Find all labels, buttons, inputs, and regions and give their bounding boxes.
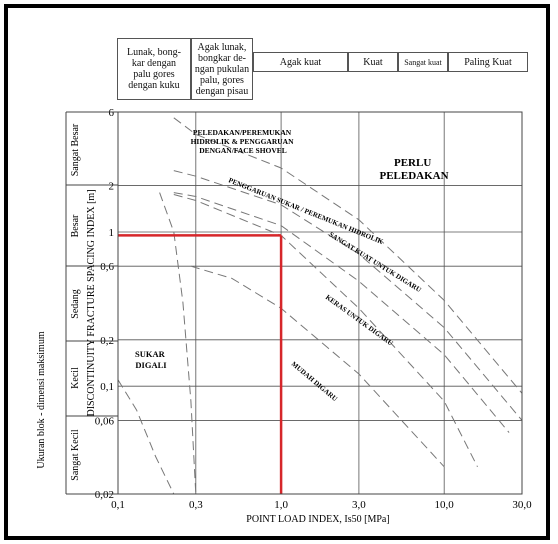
- region-label-hydraulic: PELEDAKAN/PEREMUKAN HIDROLIK & PENGGARUA…: [191, 128, 296, 155]
- x-tick-label: 30,0: [512, 499, 532, 511]
- y-tick-label: 6: [109, 107, 115, 119]
- plot-background: [118, 112, 522, 494]
- x-axis-title: POINT LOAD INDEX, Is50 [MPa]: [246, 514, 389, 525]
- boundary-curve: [173, 170, 523, 421]
- y-tick-label: 0,6: [100, 261, 114, 273]
- boundary-curve: [117, 379, 175, 495]
- size-class-large: Besar: [70, 214, 81, 237]
- header-cell-very-strong: Sangat kuat: [398, 52, 448, 72]
- y-tick-label: 0,02: [95, 489, 114, 501]
- boundary-curves: [117, 117, 523, 495]
- boundary-curve: [173, 117, 523, 394]
- boundary-curve: [173, 194, 478, 468]
- header-cell-soft: Agak lunak, bongkar de- ngan pukulan pal…: [191, 38, 253, 100]
- y-axis-title: DISCONTINUITY FRACTURE SPACING INDEX [m]: [86, 189, 97, 416]
- boundary-curve: [159, 192, 197, 495]
- plot-border: [117, 111, 523, 495]
- x-tick-label: 10,0: [435, 499, 455, 511]
- region-label-blasting: PERLU PELEDAKAN: [379, 157, 448, 182]
- region-label-difficult: SUKAR DIGALI: [135, 349, 167, 370]
- size-class-very-large: Sangat Besar: [70, 123, 81, 176]
- y-tick-label: 0,1: [100, 381, 114, 393]
- size-class-small: Kecil: [70, 367, 81, 389]
- header-cell-extremely-strong: Paling Kuat: [448, 52, 528, 72]
- header-cell-very-soft: Lunak, bong- kar dengan palu gores denga…: [117, 38, 191, 100]
- size-class-medium: Sedang: [70, 289, 81, 318]
- boundary-curve: [173, 192, 510, 433]
- size-class-very-small: Sangat Kecil: [70, 429, 81, 481]
- highlight-lines: [118, 234, 283, 494]
- x-tick-label: 1,0: [274, 499, 288, 511]
- outer-y-axis-title: Ukuran blok - dimensi maksimum: [36, 331, 47, 468]
- y-tick-label: 1: [109, 227, 115, 239]
- header-cell-strong: Kuat: [348, 52, 398, 72]
- header-cell-moderately-strong: Agak kuat: [253, 52, 348, 72]
- y-tick-label: 2: [109, 181, 115, 193]
- x-tick-label: 0,3: [189, 499, 203, 511]
- y-tick-label: 0,06: [95, 415, 115, 427]
- x-tick-label: 3,0: [352, 499, 366, 511]
- x-tick-label: 0,1: [111, 499, 125, 511]
